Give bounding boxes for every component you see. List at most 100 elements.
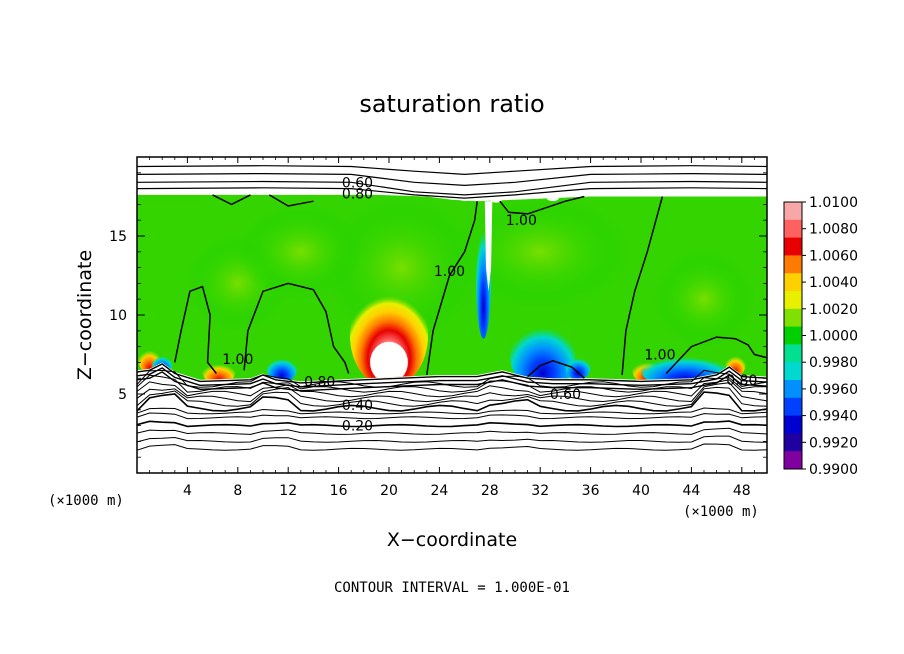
upper-contour-2 [136, 172, 768, 187]
contour-label-4: 1.00 [222, 352, 253, 368]
saturation-field [137, 194, 767, 382]
colorbar-swatch-6 [784, 308, 802, 328]
plot-area: 0.600.801.001.001.00 1.000.800.600.800.40… [136, 156, 768, 474]
dry-patch-2 [266, 354, 298, 382]
colorbar-label-7: 0.9960 [809, 382, 858, 398]
colorbar-swatch-12 [784, 415, 802, 434]
unity-contour-6 [268, 194, 314, 207]
unity-contour-8 [527, 360, 585, 379]
lower-contour-7 [136, 412, 768, 420]
unity-contour-7 [212, 194, 251, 206]
x-tick-label-9: 40 [632, 483, 650, 499]
unity-contour-0 [174, 285, 217, 374]
colorbar-swatch-0 [784, 202, 802, 221]
unity-contour-1 [243, 282, 350, 374]
lower-contour-1 [136, 374, 767, 393]
colorbar-label-10: 0.9900 [809, 462, 858, 478]
lower-contour-6 [136, 407, 768, 415]
colorbar-label-9: 0.9920 [809, 435, 858, 451]
field-light-1 [452, 196, 629, 308]
lower-contour-2 [136, 379, 768, 398]
x-tick-label-10: 44 [682, 483, 700, 499]
field-gradients [138, 195, 755, 382]
upper-contour-3 [136, 165, 768, 176]
unity-contour-5 [665, 336, 768, 375]
base-contour-0 [136, 363, 768, 384]
y-tick-label-0: 5 [118, 387, 127, 403]
y-axis: 5 10 15 [109, 172, 767, 458]
colorbar-label-4: 1.0020 [809, 302, 858, 318]
unity-contour-4 [621, 196, 664, 376]
colorbar-swatch-2 [784, 237, 802, 256]
y-tick-label-1: 10 [109, 308, 127, 324]
contour-label-3: 1.00 [434, 264, 465, 280]
colorbar-label-2: 1.0060 [809, 248, 858, 264]
contour-label-1: 0.80 [342, 186, 373, 202]
upper-contour-1 [136, 180, 768, 196]
colorbar-swatch-14 [784, 451, 802, 470]
x-axis-unit-left: (×1000 m) [48, 493, 124, 509]
colorbar-swatch-8 [784, 344, 802, 363]
colorbar-label-6: 0.9980 [809, 355, 858, 371]
x-tick-label-8: 36 [582, 483, 600, 499]
colorbar-swatch-9 [784, 362, 802, 381]
unity-contour-3 [499, 195, 585, 215]
lower-contour-8 [136, 420, 768, 428]
x-tick-label-0: 4 [183, 483, 192, 499]
lower-contour-3 [136, 382, 768, 403]
plume-core [370, 341, 408, 382]
lower-contour-10 [136, 435, 768, 443]
dry-patch-5 [565, 354, 591, 380]
x-axis: 4 8 12 16 20 24 28 32 36 40 44 48 [149, 157, 755, 499]
colorbar-swatch-11 [784, 397, 802, 417]
lower-contour-11 [136, 443, 768, 451]
field-light-3 [653, 251, 755, 347]
contour-label-8: 0.80 [726, 373, 757, 389]
dry-patch-0 [509, 316, 576, 382]
contour-label-9: 0.40 [342, 398, 373, 414]
colorbar-label-8: 0.9940 [809, 409, 858, 425]
contour-label-2: 1.00 [506, 213, 537, 229]
field-light-4 [237, 204, 364, 300]
lower-contour-9 [136, 427, 768, 435]
colorbar-label-0: 1.0100 [809, 195, 858, 211]
colorbar-swatch-7 [784, 326, 802, 345]
colorbar-swatch-13 [784, 433, 802, 452]
y-axis-label: Z−coordinate [74, 250, 96, 380]
colorbar-swatch-1 [784, 219, 802, 239]
chart-title: saturation ratio [359, 90, 544, 118]
x-tick-label-11: 48 [733, 483, 751, 499]
lower-contour-4 [136, 386, 768, 407]
contour-label-6: 0.80 [304, 374, 335, 390]
unity-contour-2 [426, 201, 478, 376]
x-tick-label-5: 24 [430, 483, 448, 499]
colorbar-swatch-10 [784, 380, 802, 399]
colorbar-swatch-5 [784, 291, 802, 310]
contour-lines [136, 165, 768, 451]
contour-interval-note: CONTOUR INTERVAL = 1.000E-01 [334, 580, 570, 596]
colorbar: 1.0100 1.0080 1.0060 1.0040 1.0020 1.0000 0.99… [783, 195, 858, 478]
base-contour-2 [136, 371, 768, 392]
supersaturation-plume [349, 283, 429, 382]
contour-label-7: 0.60 [550, 387, 581, 403]
contour-labels: 0.600.801.001.001.00 1.000.800.600.800.40… [222, 175, 757, 434]
upper-contour-0 [136, 187, 768, 199]
dry-spike [484, 201, 493, 292]
colorbar-label-3: 1.0040 [809, 275, 858, 291]
colorbar-swatch-3 [784, 255, 802, 274]
contour-label-0: 0.60 [342, 175, 373, 191]
y-tick-label-2: 15 [109, 229, 127, 245]
x-tick-label-4: 20 [380, 483, 398, 499]
base-contour-1 [136, 367, 768, 388]
x-axis-label: X−coordinate [387, 529, 517, 551]
x-tick-label-7: 32 [531, 483, 549, 499]
colorbar-label-1: 1.0080 [809, 222, 858, 238]
x-axis-unit-right: (×1000 m) [683, 504, 759, 520]
contour-label-5: 1.00 [644, 348, 675, 364]
x-tick-label-1: 8 [233, 483, 242, 499]
colorbar-label-5: 1.0000 [809, 329, 858, 345]
colorbar-swatch-4 [784, 273, 802, 292]
x-tick-label-6: 28 [481, 483, 499, 499]
contour-label-10: 0.20 [342, 419, 373, 435]
lower-contour-5 [136, 391, 768, 412]
